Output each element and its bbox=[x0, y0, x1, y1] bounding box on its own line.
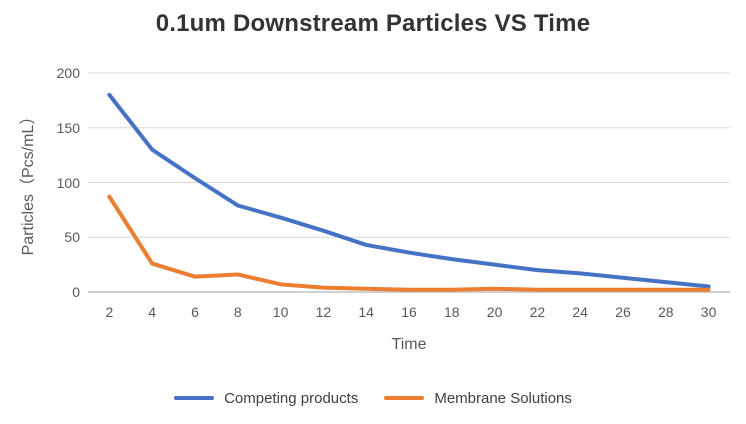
y-tick-label: 0 bbox=[72, 284, 80, 300]
x-tick-label: 2 bbox=[105, 304, 114, 320]
x-tick-label: 20 bbox=[486, 304, 503, 320]
y-tick-label: 150 bbox=[56, 119, 80, 136]
y-tick-label: 200 bbox=[56, 65, 80, 81]
series-line-membrane-solutions bbox=[107, 194, 711, 292]
x-tick-label: 14 bbox=[358, 304, 374, 320]
legend-line-swatch bbox=[384, 396, 425, 400]
x-tick-label: 16 bbox=[401, 304, 417, 320]
chart-legend: Competing products Membrane Solutions bbox=[0, 385, 746, 411]
legend-line-swatch bbox=[174, 396, 215, 400]
series-line-competing-products bbox=[107, 92, 711, 289]
y-tick-label: 50 bbox=[64, 229, 80, 246]
x-tick-label: 6 bbox=[191, 304, 199, 320]
x-tick-label: 24 bbox=[572, 304, 588, 320]
x-tick-label: 10 bbox=[272, 304, 289, 320]
y-tick-label: 100 bbox=[56, 174, 80, 191]
x-tick-label: 30 bbox=[700, 304, 717, 320]
x-tick-label: 26 bbox=[615, 304, 631, 320]
x-tick-label: 28 bbox=[658, 304, 674, 320]
x-axis-title: Time bbox=[391, 336, 427, 353]
chart-title: 0.1um Downstream Particles VS Time bbox=[155, 10, 591, 37]
x-tick-label: 4 bbox=[148, 304, 157, 320]
x-tick-label: 22 bbox=[529, 304, 546, 320]
legend-item-membrane-solutions: Membrane Solutions bbox=[384, 390, 572, 407]
legend-label: Membrane Solutions bbox=[434, 389, 572, 407]
x-tick-label: 18 bbox=[444, 304, 460, 320]
x-tick-label: 12 bbox=[315, 304, 332, 320]
x-tick-label: 8 bbox=[233, 304, 242, 320]
legend-item-competing-products: Competing products bbox=[174, 390, 358, 407]
plot-area bbox=[88, 72, 730, 293]
legend-label: Competing products bbox=[224, 389, 359, 407]
